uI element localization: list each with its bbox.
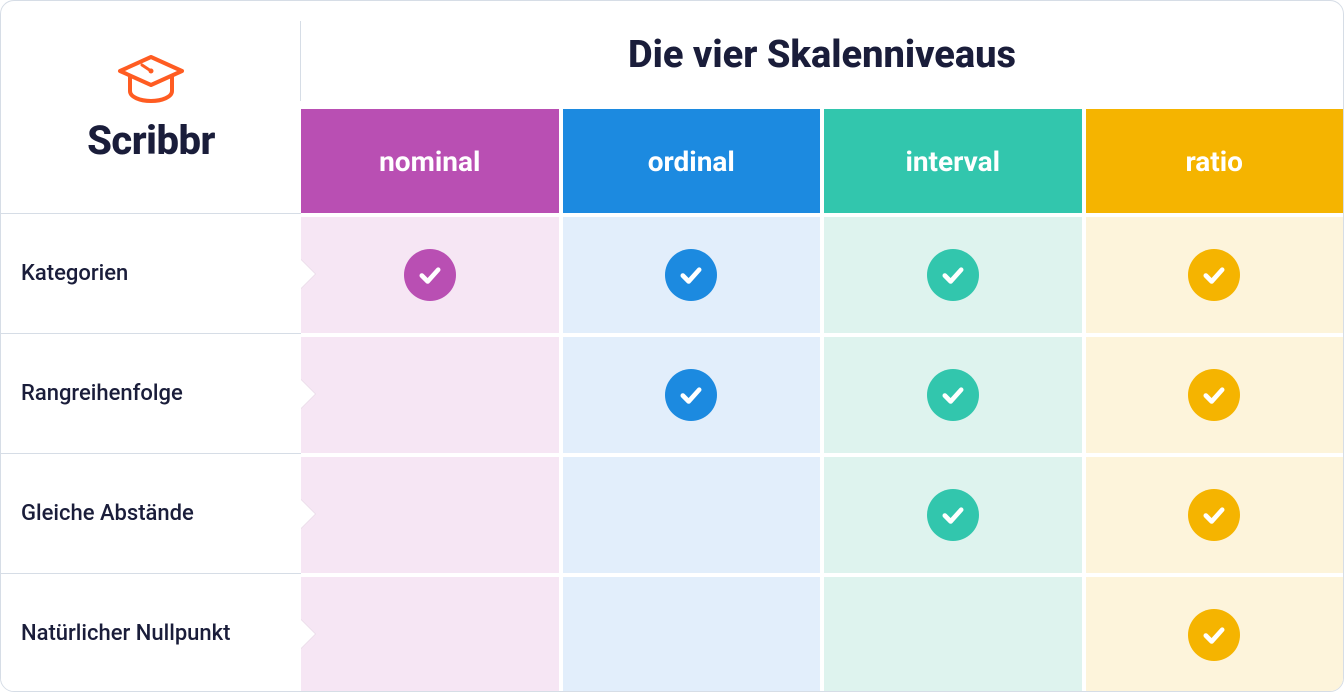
row-label: Natürlicher Nullpunkt xyxy=(21,621,230,646)
row-label: Gleiche Abstände xyxy=(21,501,194,526)
row-label-cell: Rangreihenfolge xyxy=(1,333,301,453)
brand-name: Scribbr xyxy=(87,117,215,164)
check-icon xyxy=(927,249,979,301)
check-icon xyxy=(665,369,717,421)
table-row: Gleiche Abstände xyxy=(1,453,1343,573)
column-header-label: interval xyxy=(905,145,1000,178)
check-icon xyxy=(665,249,717,301)
value-cell-ratio xyxy=(1086,337,1344,453)
row-label: Kategorien xyxy=(21,261,128,286)
column-header-label: ordinal xyxy=(648,145,735,178)
table-row: Rangreihenfolge xyxy=(1,333,1343,453)
page-title: Die vier Skalenniveaus xyxy=(301,1,1343,109)
column-header-ratio: ratio xyxy=(1086,109,1344,213)
value-cell-ordinal xyxy=(563,337,821,453)
row-label: Rangreihenfolge xyxy=(21,381,183,406)
check-icon xyxy=(927,369,979,421)
value-cell-nominal xyxy=(301,217,559,333)
table-row: Natürlicher Nullpunkt xyxy=(1,573,1343,692)
column-header-ordinal: ordinal xyxy=(563,109,821,213)
table-row: Kategorien xyxy=(1,213,1343,333)
value-cell-nominal xyxy=(301,457,559,573)
value-cell-ratio xyxy=(1086,577,1344,692)
infographic-container: Scribbr Die vier Skalenniveaus nominal or… xyxy=(0,0,1344,692)
value-cell-nominal xyxy=(301,337,559,453)
row-label-cell: Gleiche Abstände xyxy=(1,453,301,573)
column-header-interval: interval xyxy=(824,109,1082,213)
title-and-columns: Die vier Skalenniveaus nominal ordinal int… xyxy=(301,1,1343,213)
divider xyxy=(300,21,301,101)
column-header-label: ratio xyxy=(1186,145,1243,178)
value-cells xyxy=(301,453,1343,573)
value-cell-interval xyxy=(824,217,1082,333)
value-cells xyxy=(301,333,1343,453)
value-cells xyxy=(301,573,1343,692)
check-icon xyxy=(404,249,456,301)
row-label-cell: Kategorien xyxy=(1,213,301,333)
check-icon xyxy=(1188,249,1240,301)
header-row: Scribbr Die vier Skalenniveaus nominal or… xyxy=(1,1,1343,213)
check-icon xyxy=(1188,369,1240,421)
table-body: Kategorien Rangreihenfolge Gleiche Abständ… xyxy=(1,213,1343,692)
row-label-cell: Natürlicher Nullpunkt xyxy=(1,573,301,692)
value-cell-ordinal xyxy=(563,577,821,692)
check-icon xyxy=(1188,609,1240,661)
value-cell-ordinal xyxy=(563,457,821,573)
column-header-label: nominal xyxy=(379,145,480,178)
column-header-nominal: nominal xyxy=(301,109,559,213)
check-icon xyxy=(1188,489,1240,541)
brand-cell: Scribbr xyxy=(1,1,301,213)
value-cells xyxy=(301,213,1343,333)
column-headers: nominal ordinal interval ratio xyxy=(301,109,1343,213)
value-cell-interval xyxy=(824,577,1082,692)
value-cell-ratio xyxy=(1086,217,1344,333)
check-icon xyxy=(927,489,979,541)
value-cell-interval xyxy=(824,337,1082,453)
value-cell-ratio xyxy=(1086,457,1344,573)
value-cell-interval xyxy=(824,457,1082,573)
value-cell-nominal xyxy=(301,577,559,692)
value-cell-ordinal xyxy=(563,217,821,333)
brand-cap-icon xyxy=(114,51,188,109)
